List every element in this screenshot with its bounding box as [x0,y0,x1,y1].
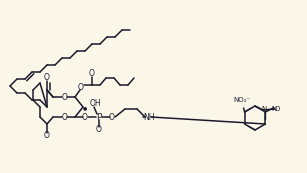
Text: O: O [96,125,102,134]
Text: O: O [44,131,50,140]
Text: ●: ● [83,106,87,111]
Text: NO₂⁻: NO₂⁻ [233,97,250,103]
Text: O: O [78,84,84,93]
Text: O: O [62,93,68,102]
Text: P: P [96,112,102,121]
Text: O: O [62,112,68,121]
Text: O: O [89,70,95,79]
Text: O: O [274,106,280,112]
Text: N: N [272,106,277,112]
Text: O: O [44,74,50,83]
Text: NH: NH [143,113,155,122]
Text: OH: OH [89,99,101,108]
Text: N: N [261,106,266,112]
Text: O: O [82,112,88,121]
Text: O: O [109,112,115,121]
